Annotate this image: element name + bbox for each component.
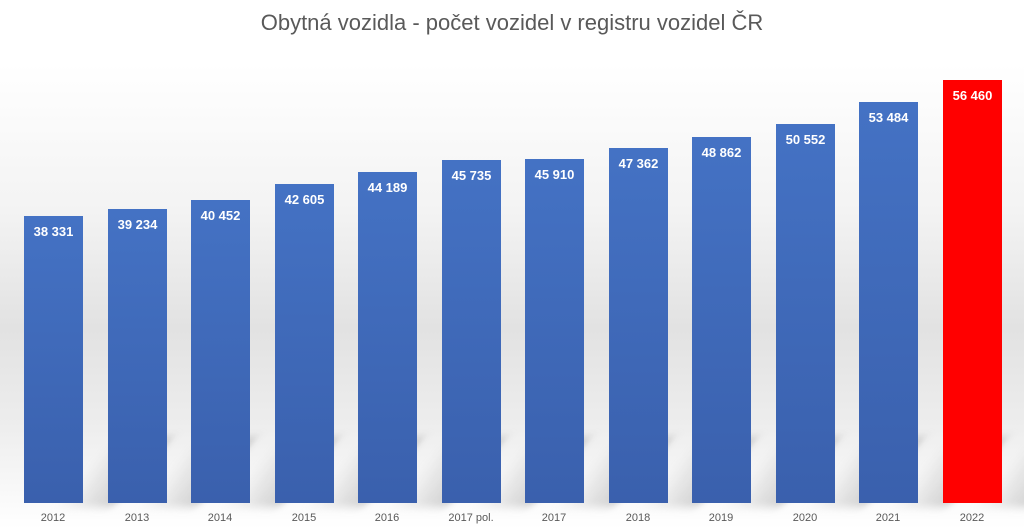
data-label: 47 362: [618, 156, 659, 171]
data-label: 45 910: [534, 167, 575, 182]
data-label: 45 735: [451, 168, 492, 183]
bar-2022: 56 460: [943, 80, 1002, 503]
bar-2019: 48 862: [692, 137, 751, 503]
bar-2021: 53 484: [859, 102, 918, 503]
x-tick-label: 2012: [40, 512, 66, 524]
chart-title: Obytná vozidla - počet vozidel v registr…: [260, 10, 764, 35]
bar-2016: 44 189: [358, 172, 417, 503]
bar-2012: 38 331: [24, 216, 83, 503]
data-label: 56 460: [952, 88, 993, 103]
x-tick-label: 2014: [207, 512, 233, 524]
x-tick-label: 2013: [124, 512, 150, 524]
x-tick-label: 2016: [374, 512, 400, 524]
data-label: 50 552: [785, 132, 826, 147]
data-label: 44 189: [367, 180, 408, 195]
data-label: 39 234: [117, 217, 158, 232]
bar-2013: 39 234: [108, 209, 167, 503]
data-label: 53 484: [868, 110, 909, 125]
data-label: 48 862: [701, 145, 742, 160]
x-tick-label: 2022: [959, 512, 985, 524]
bar-2018: 47 362: [609, 148, 668, 503]
x-tick-label: 2021: [875, 512, 901, 524]
x-tick-label: 2019: [708, 512, 734, 524]
bar-2017pol: 45 735: [442, 160, 501, 503]
data-label: 42 605: [284, 192, 325, 207]
bar-2020: 50 552: [776, 124, 835, 503]
data-label: 38 331: [33, 224, 74, 239]
bar-2017: 45 910: [525, 159, 584, 503]
x-tick-label: 2018: [625, 512, 651, 524]
x-tick-label: 2020: [792, 512, 818, 524]
bar-2015: 42 605: [275, 184, 334, 503]
data-label: 40 452: [200, 208, 241, 223]
x-tick-label: 2015: [291, 512, 317, 524]
x-tick-label: 2017 pol.: [448, 512, 494, 524]
x-tick-label: 2017: [541, 512, 567, 524]
bar-2014: 40 452: [191, 200, 250, 503]
